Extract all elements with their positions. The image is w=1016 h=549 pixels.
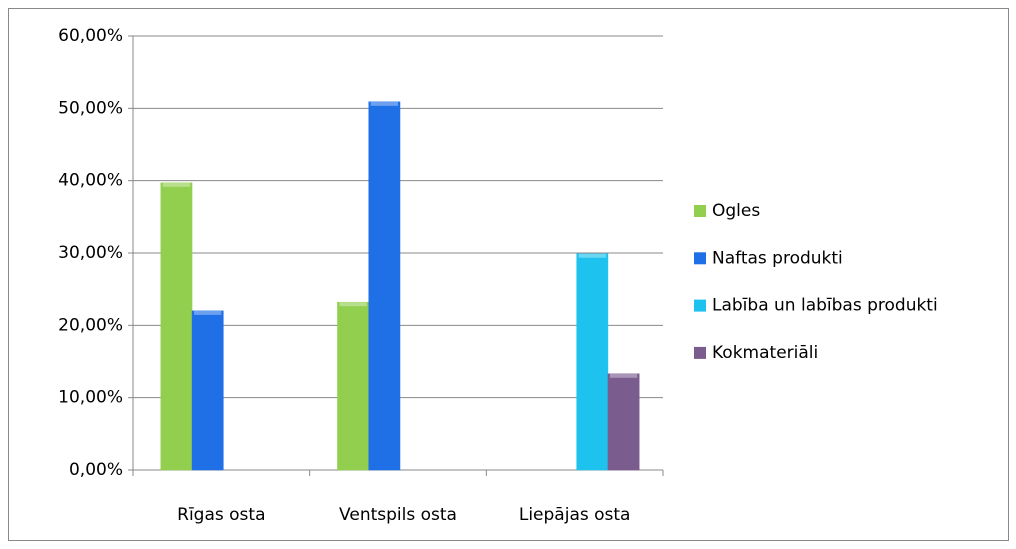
- bar: [191, 310, 224, 471]
- y-tick-label: 0,00%: [69, 460, 123, 480]
- legend-swatch: [694, 346, 706, 359]
- y-tick-label: 40,00%: [58, 171, 123, 191]
- y-tick-label: 10,00%: [58, 388, 123, 408]
- x-tick-label: Liepājas osta: [519, 505, 631, 525]
- bar: [368, 101, 401, 471]
- bar-cap: [339, 302, 367, 307]
- legend-label: Labība un labības produkti: [712, 296, 938, 316]
- legend-swatch: [694, 205, 706, 217]
- y-tick-label: 30,00%: [58, 243, 123, 263]
- legend-label: Naftas produkti: [712, 248, 843, 268]
- y-tick-label: 60,00%: [58, 26, 123, 46]
- x-tick-label: Ventspils osta: [339, 505, 457, 525]
- legend-swatch: [694, 299, 706, 312]
- legend-label: Kokmateriāli: [712, 343, 818, 363]
- bar: [160, 182, 193, 471]
- bar-cap: [162, 182, 191, 187]
- x-tick-label: Rīgas osta: [177, 505, 265, 525]
- bar-cap: [609, 373, 638, 378]
- bar: [607, 373, 640, 471]
- y-tick-label: 50,00%: [58, 98, 123, 118]
- bar: [337, 301, 369, 471]
- bar-cap: [578, 253, 606, 258]
- chart-frame: [8, 8, 1009, 541]
- bar: [576, 253, 609, 471]
- legend-swatch: [694, 252, 706, 265]
- bar-cap: [370, 101, 398, 106]
- bar-cap: [194, 310, 222, 315]
- y-tick-label: 20,00%: [58, 315, 123, 335]
- legend-label: Ogles: [712, 201, 760, 221]
